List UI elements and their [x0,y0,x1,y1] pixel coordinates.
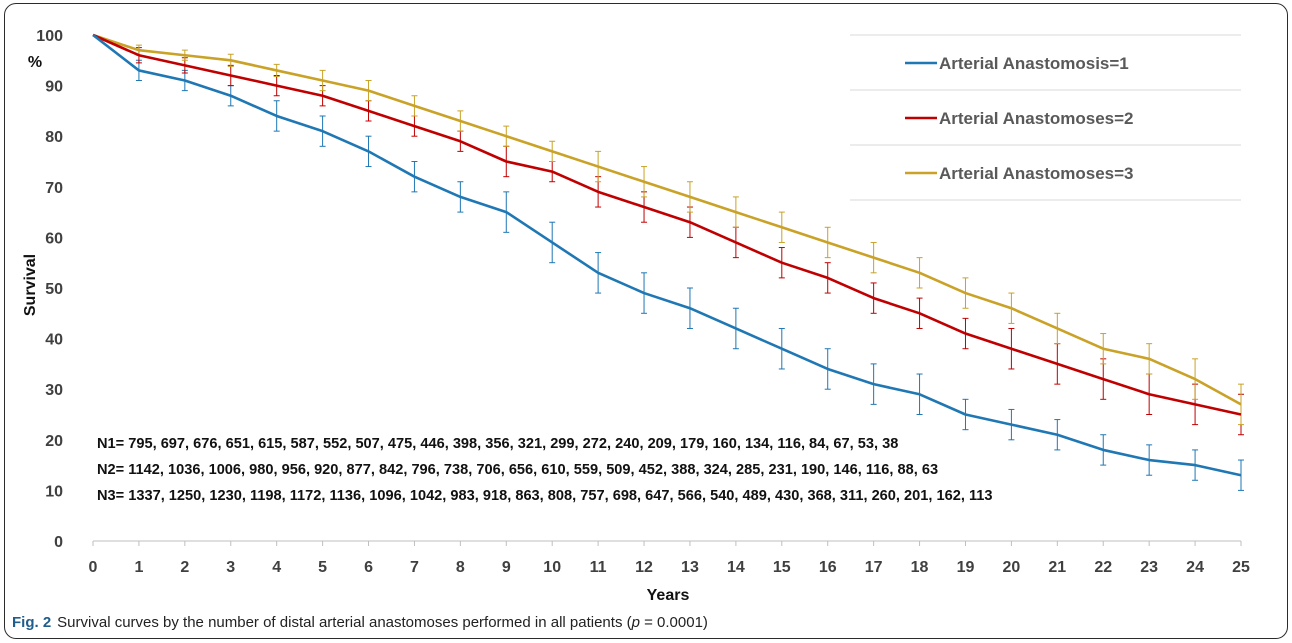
x-tick-label: 16 [819,559,837,576]
x-tick-label: 4 [272,559,281,576]
caption-text-after: = 0.0001) [639,614,708,631]
y-tick-label: 60 [45,230,63,247]
x-tick-label: 22 [1094,559,1112,576]
legend-label-3: Arterial Anastomoses=3 [939,164,1133,183]
x-tick-label: 20 [1003,559,1021,576]
y-tick-label: 70 [45,180,63,197]
x-tick-label: 19 [957,559,975,576]
x-tick-label: 25 [1232,559,1250,576]
series-lines [92,33,1242,477]
x-tick-label: 10 [543,559,561,576]
caption-p-symbol: p [631,614,640,631]
x-tick-label: 6 [364,559,373,576]
n-annotation-3: N3= 1337, 1250, 1230, 1198, 1172, 1136, … [97,488,992,504]
legend-label-2: Arterial Anastomoses=2 [939,109,1133,128]
y-tick-label: 30 [45,382,63,399]
y-tick-label: 50 [45,281,63,298]
n-annotation-2: N2= 1142, 1036, 1006, 980, 956, 920, 877… [97,462,938,478]
caption-label: Fig. 2 [12,614,52,631]
x-axis-title: Years [647,587,690,604]
x-tick-label: 12 [635,559,653,576]
y-tick-label: 0 [54,534,63,551]
x-tick-label: 9 [502,559,511,576]
x-tick-label: 17 [865,559,883,576]
x-tick-label: 18 [911,559,929,576]
x-tick-label: 3 [226,559,235,576]
x-tick-label: 23 [1140,559,1158,576]
y-axis-unit: % [28,54,42,71]
y-tick-label: 10 [45,483,63,500]
legend-label-1: Arterial Anastomosis=1 [939,54,1129,73]
legend: Arterial Anastomosis=1 Arterial Anastomos… [850,34,1241,201]
y-tick-label: 40 [45,332,63,349]
x-tick-label: 2 [180,559,189,576]
series-line-3 [92,33,1242,406]
x-tick-label: 21 [1048,559,1066,576]
figure-caption: Fig. 2 Survival curves by the number of d… [12,614,1272,631]
x-tick-label: 8 [456,559,465,576]
x-tick-label: 0 [89,559,98,576]
x-tick-label: 13 [681,559,699,576]
y-tick-label: 90 [45,79,63,96]
patient-count-annotations: N1= 795, 697, 676, 651, 615, 587, 552, 5… [97,436,992,504]
x-tick-label: 15 [773,559,791,576]
x-tick-label: 7 [410,559,419,576]
x-tick-label: 11 [590,559,607,576]
series-line-2 [92,33,1242,416]
x-tick-label: 14 [727,559,745,576]
n-annotation-1: N1= 795, 697, 676, 651, 615, 587, 552, 5… [97,436,898,452]
y-tick-label: 80 [45,129,63,146]
y-axis-title: Survival [22,254,39,316]
figure-frame: 0 10 20 30 40 50 60 70 80 90 100 0 1 2 3 4 5 6 7 8 9 10 11 12 13… [4,3,1288,639]
x-tick-label: 1 [134,559,143,576]
x-tick-label: 5 [318,559,327,576]
y-tick-label: 20 [45,433,63,450]
y-tick-label: 100 [36,28,63,45]
series-line-1 [92,33,1242,477]
caption-text-before: Survival curves by the number of distal … [57,614,632,631]
x-tick-label: 24 [1186,559,1204,576]
